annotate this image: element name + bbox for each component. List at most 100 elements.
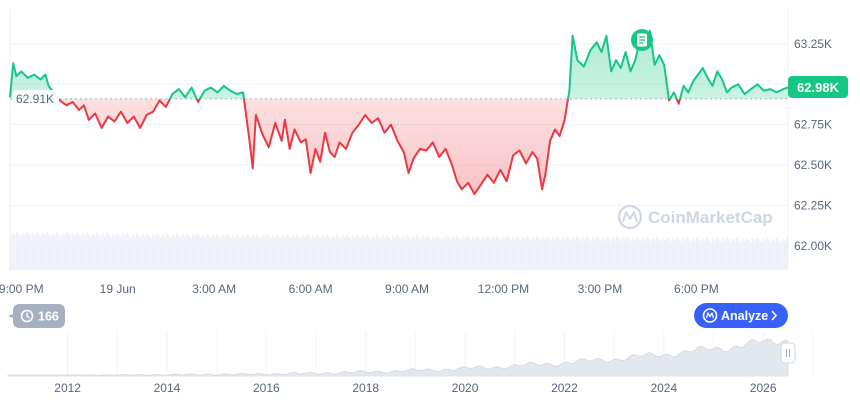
volume-bar: [750, 241, 752, 270]
analyze-button[interactable]: Analyze: [694, 303, 788, 328]
volume-bar: [34, 235, 36, 270]
volume-bar: [730, 241, 732, 270]
volume-bar: [258, 235, 260, 270]
volume-bar: [754, 240, 756, 270]
volume-bar: [722, 238, 724, 270]
volume-bar: [242, 234, 244, 270]
volume-bar: [240, 237, 242, 270]
volume-bar: [68, 234, 70, 270]
volume-bar: [78, 234, 80, 270]
event-marker[interactable]: [631, 29, 653, 51]
volume-bar: [266, 233, 268, 270]
volume-bar: [152, 234, 154, 270]
volume-bar: [386, 234, 388, 270]
volume-bar: [564, 239, 566, 270]
volume-bar: [524, 238, 526, 270]
volume-bar: [508, 237, 510, 270]
volume-bar: [758, 239, 760, 270]
volume-bar: [484, 238, 486, 270]
volume-bar: [272, 235, 274, 270]
volume-bar: [486, 235, 488, 270]
volume-bar: [706, 237, 708, 270]
volume-bar: [364, 237, 366, 270]
volume-bar: [476, 235, 478, 270]
volume-bar: [570, 240, 572, 270]
volume-bar: [436, 235, 438, 270]
volume-bar: [728, 239, 730, 270]
volume-bar: [580, 240, 582, 270]
volume-bar: [432, 236, 434, 270]
volume-bar: [746, 237, 748, 270]
volume-bar: [372, 235, 374, 270]
volume-bar: [678, 239, 680, 270]
volume-bar: [732, 238, 734, 270]
volume-bar: [384, 237, 386, 270]
volume-bar: [200, 237, 202, 270]
volume-bar: [62, 233, 64, 270]
volume-bar: [320, 238, 322, 270]
volume-bar: [782, 238, 784, 270]
volume-bar: [576, 236, 578, 270]
volume-bar: [460, 239, 462, 270]
volume-bar: [122, 233, 124, 270]
volume-bar: [666, 237, 668, 270]
volume-bar: [778, 239, 780, 270]
range-navigator[interactable]: 2012 2014 2016 2018 2020 2022 2024 2026: [7, 331, 814, 395]
volume-bar: [610, 240, 612, 270]
history-badge[interactable]: 166: [8, 304, 65, 328]
volume-bar: [638, 238, 640, 270]
volume-bar: [124, 235, 126, 270]
volume-bar: [38, 234, 40, 270]
volume-bar: [428, 237, 430, 270]
volume-bar: [50, 236, 52, 270]
volume-bar: [40, 236, 42, 270]
volume-bar: [108, 234, 110, 270]
volume-bar: [186, 233, 188, 270]
volume-bar: [248, 235, 250, 270]
volume-bar: [586, 236, 588, 270]
volume-bar: [342, 235, 344, 270]
volume-bar: [690, 241, 692, 270]
volume-bar: [316, 234, 318, 270]
volume-bar: [538, 238, 540, 270]
navigator-tick-label: 2016: [253, 381, 280, 395]
volume-bar: [686, 237, 688, 270]
volume-bar: [426, 235, 428, 270]
volume-bar: [326, 234, 328, 270]
volume-bar: [542, 237, 544, 270]
volume-bar: [332, 235, 334, 270]
volume-bar: [396, 234, 398, 270]
volume-bar: [110, 236, 112, 270]
volume-bar: [526, 235, 528, 270]
volume-bar: [624, 239, 626, 270]
volume-bar: [52, 233, 54, 270]
volume-bar: [462, 236, 464, 270]
volume-bar: [658, 238, 660, 270]
volume-bar: [112, 233, 114, 270]
volume-bar: [456, 235, 458, 270]
volume-bar: [756, 237, 758, 270]
volume-bar: [194, 236, 196, 270]
volume-bars: [10, 232, 788, 270]
navigator-handle[interactable]: [780, 342, 796, 364]
volume-bar: [414, 238, 416, 270]
volume-bar: [452, 236, 454, 270]
volume-bar: [528, 237, 530, 270]
volume-bar: [568, 238, 570, 270]
volume-bar: [622, 237, 624, 270]
x-tick-label: 19 Jun: [100, 282, 136, 296]
volume-bar: [608, 238, 610, 270]
volume-bar: [554, 239, 556, 270]
volume-bar: [572, 237, 574, 270]
volume-bar: [318, 236, 320, 270]
volume-bar: [218, 235, 220, 270]
volume-bar: [416, 235, 418, 270]
volume-bar: [424, 238, 426, 270]
volume-bar: [154, 236, 156, 270]
volume-bar: [702, 238, 704, 270]
watermark-text: CoinMarketCap: [648, 208, 773, 227]
volume-bar: [184, 236, 186, 270]
volume-bar: [322, 235, 324, 270]
volume-bar: [674, 240, 676, 270]
